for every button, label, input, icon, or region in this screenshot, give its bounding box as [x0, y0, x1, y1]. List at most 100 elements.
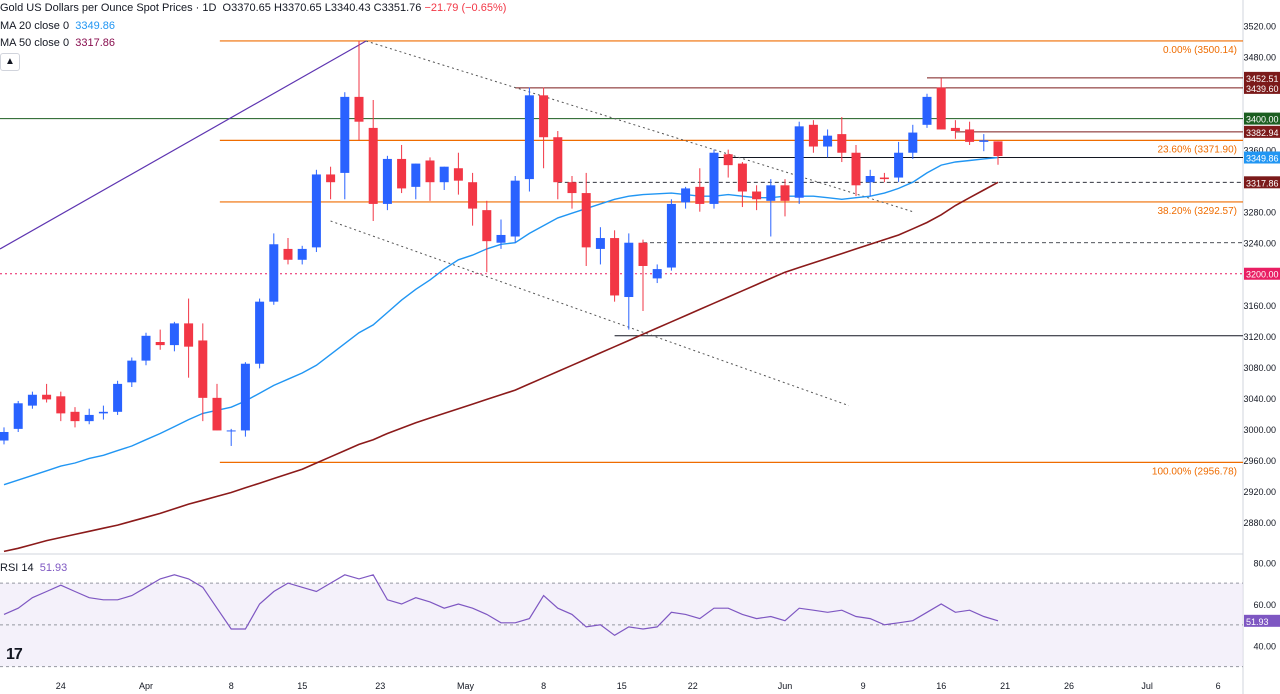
price-tag [1244, 151, 1280, 164]
price-tag-label: 3439.60 [1246, 84, 1279, 94]
fib-level-label: 38.20% (3292.57) [1157, 206, 1237, 217]
candle-body [326, 174, 336, 183]
candle-body [510, 180, 520, 237]
price-tick-label: 3160.00 [1243, 301, 1276, 311]
candle-body [752, 191, 762, 200]
price-tick-label: 3280.00 [1243, 208, 1276, 218]
candle-body [42, 394, 52, 400]
price-tag-label: 3317.86 [1246, 178, 1279, 188]
candle-body [524, 95, 534, 180]
rsi-value: 51.93 [39, 562, 68, 574]
sma50-line [3, 181, 999, 553]
price-tag-label: 3349.86 [1246, 153, 1279, 163]
candle-body [453, 168, 463, 181]
price-tick-label: 3040.00 [1243, 394, 1276, 404]
price-tick-label: 3240.00 [1243, 239, 1276, 249]
candle-body [425, 160, 435, 183]
candle-body [255, 301, 265, 364]
sma20-legend[interactable]: MA 20 close 0 3349.86 [0, 20, 115, 32]
candle-body [184, 323, 194, 347]
price-tag-label: 3452.51 [1246, 74, 1279, 84]
candle-body [283, 248, 293, 260]
candle-body [468, 182, 478, 209]
candle-body [368, 127, 378, 204]
candle-body [56, 396, 66, 414]
candle-body [155, 342, 165, 346]
candle-body [993, 141, 1003, 157]
candle-body [439, 166, 449, 183]
rsi-legend[interactable]: RSI 14 51.93 [0, 562, 67, 574]
time-tick-label: 16 [936, 681, 946, 691]
candle-body [780, 185, 790, 201]
time-tick-label: 9 [861, 681, 866, 691]
candle-body [851, 152, 861, 186]
candle-body [482, 210, 492, 242]
price-tick-label: 2880.00 [1243, 518, 1276, 528]
time-tick-label: 22 [688, 681, 698, 691]
channel-upper-line [365, 40, 913, 213]
candle-body [638, 242, 648, 266]
price-tag [1244, 125, 1280, 138]
candle-body [709, 152, 719, 204]
time-tick-label: 24 [56, 681, 66, 691]
candle-body [240, 363, 250, 431]
rsi-tick-label: 40.00 [1253, 642, 1276, 652]
time-tick-label: Jul [1141, 681, 1153, 691]
price-tick-label: 2960.00 [1243, 456, 1276, 466]
price-tick-label: 3520.00 [1243, 22, 1276, 32]
sma20-value: 3349.86 [75, 20, 115, 32]
candle-body [169, 323, 179, 346]
sma50-legend[interactable]: MA 50 close 0 3317.86 [0, 37, 115, 49]
candle-body [936, 87, 946, 130]
candle-body [723, 154, 733, 166]
candle-body [70, 411, 80, 422]
candle-body [198, 340, 208, 398]
candle-body [98, 411, 108, 414]
price-tick-label: 3000.00 [1243, 425, 1276, 435]
candle-body [766, 185, 776, 201]
candle-body [879, 177, 889, 180]
sma50-label: MA 50 close 0 [0, 37, 70, 49]
ohlc-change: −21.79 (−0.65%) [424, 2, 507, 14]
candle-body [837, 134, 847, 153]
rsi-tick-label: 80.00 [1253, 558, 1276, 568]
price-tick-label: 3080.00 [1243, 363, 1276, 373]
candle-body [695, 186, 705, 204]
candle-body [84, 414, 94, 422]
fib-level-label: 100.00% (2956.78) [1152, 466, 1237, 477]
candle-body [382, 158, 392, 204]
candle-body [496, 234, 506, 243]
price-tag [1244, 81, 1280, 94]
rsi-tag [1244, 614, 1280, 627]
uptrend-line [0, 40, 367, 250]
candle-body [141, 335, 151, 361]
candle-body [539, 95, 549, 138]
candle-body [581, 193, 591, 248]
price-tag [1244, 71, 1280, 84]
candle-body [823, 135, 833, 147]
price-tick-label: 3480.00 [1243, 53, 1276, 63]
candle-body [226, 430, 236, 432]
candle-body [794, 126, 804, 198]
candle-body [311, 174, 321, 248]
price-tag [1244, 112, 1280, 125]
sma50-value: 3317.86 [75, 37, 115, 49]
price-tick-label: 3360.00 [1243, 146, 1276, 156]
time-tick-label: 15 [297, 681, 307, 691]
candle-body [553, 137, 563, 183]
time-tick-label: 8 [541, 681, 546, 691]
price-tag-label: 3400.00 [1246, 115, 1279, 125]
candle-body [567, 182, 577, 194]
sma20-label: MA 20 close 0 [0, 20, 70, 32]
ohlc-low: L3340.43 [324, 2, 371, 14]
rsi-band [0, 583, 1243, 667]
rsi-label: RSI 14 [0, 562, 34, 574]
chevron-up-icon[interactable]: ▲ [0, 53, 20, 71]
time-tick-label: 6 [1216, 681, 1221, 691]
price-tag [1244, 267, 1280, 280]
time-tick-label: May [457, 681, 475, 691]
chart-title: Gold US Dollars per Ounce Spot Prices · … [0, 2, 217, 14]
price-tag [1244, 176, 1280, 189]
